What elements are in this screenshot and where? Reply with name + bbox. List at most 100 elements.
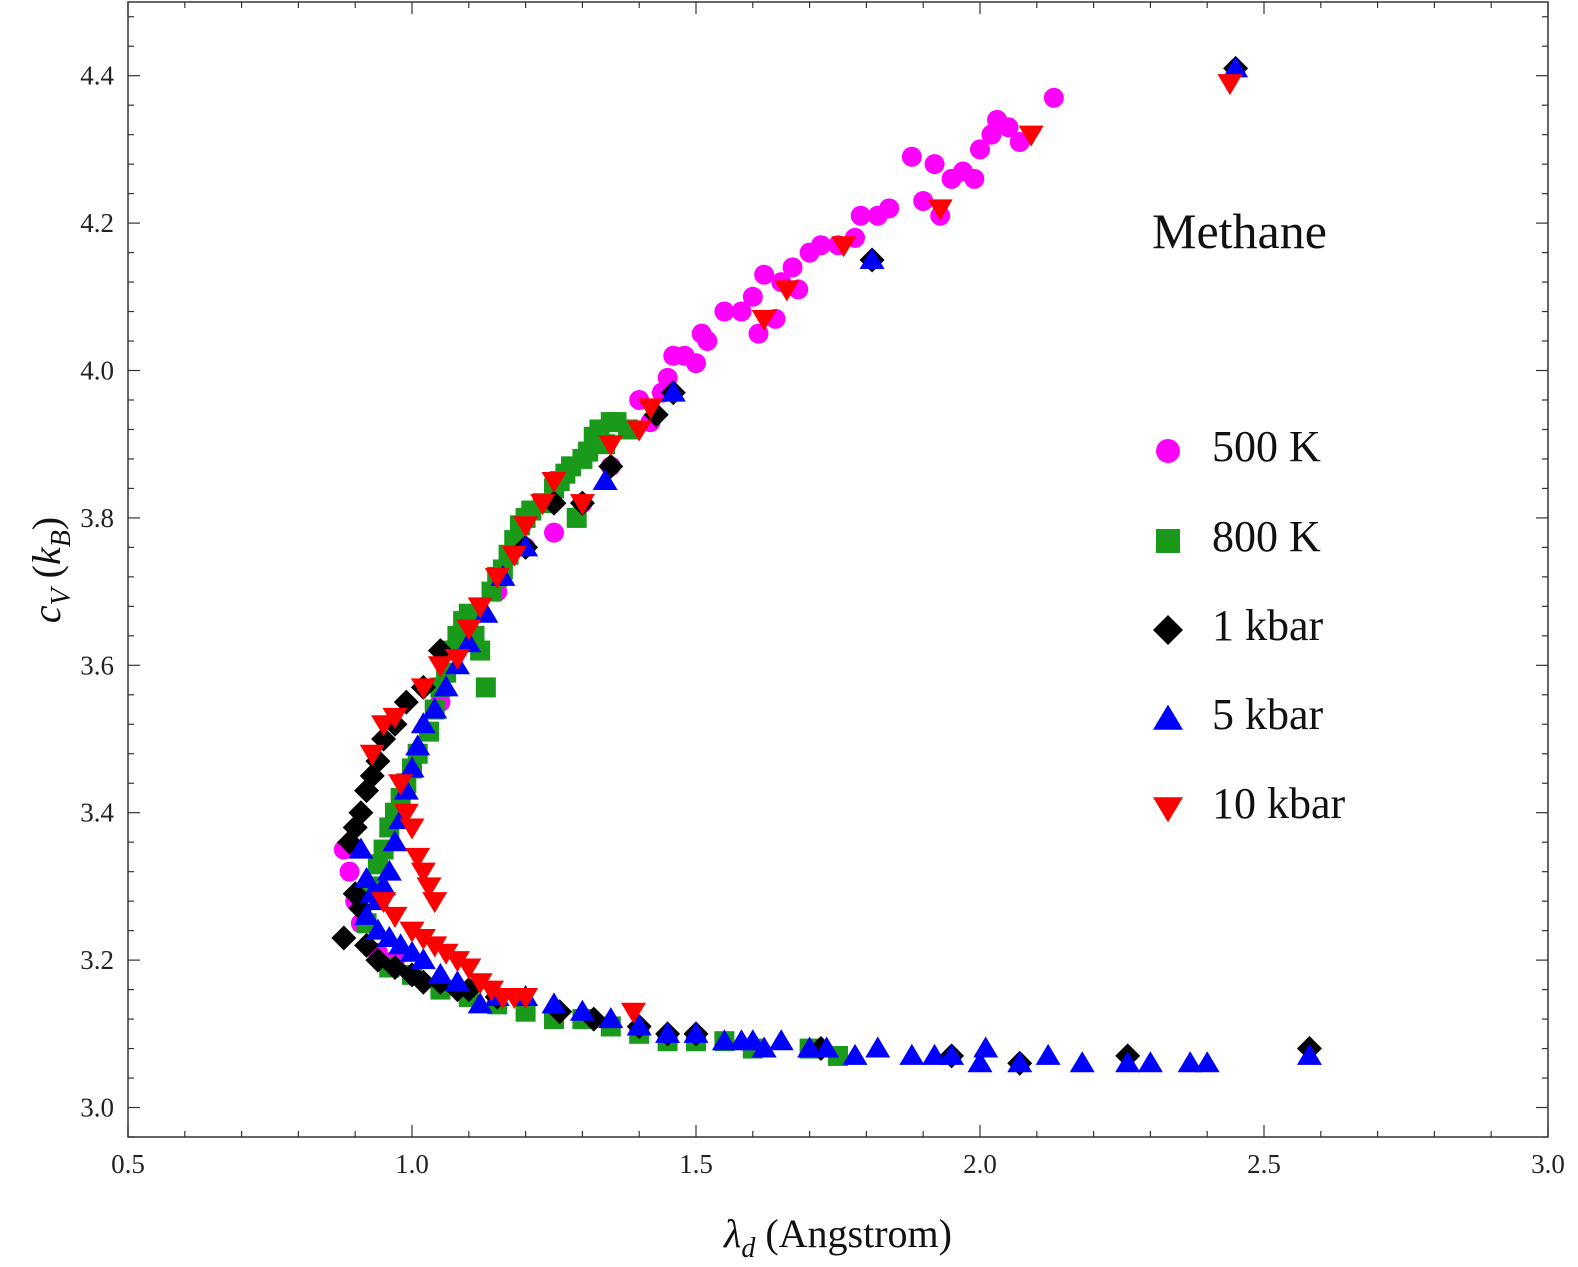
legend-marker [1153,704,1183,730]
legend-label: 1 kbar [1212,601,1324,650]
legend-marker [1156,529,1180,553]
data-point [444,970,470,992]
axis-ticks [127,2,1549,1138]
data-point [797,1036,823,1058]
data-point [850,205,871,226]
data-point [405,847,431,869]
data-point [530,494,556,516]
series-10-kbar [359,74,1243,1024]
data-point [1035,1043,1061,1065]
data-point [399,818,425,840]
data-point [1069,1051,1095,1073]
data-point [444,951,470,973]
data-point [479,980,505,1002]
y-tick-label: 3.2 [80,945,114,975]
data-point [354,903,380,925]
data-point [626,1014,652,1036]
data-point [973,1036,999,1058]
data-point [751,1036,777,1058]
data-point [371,892,397,914]
y-tick-label: 3.0 [80,1093,114,1123]
data-point [365,918,391,940]
data-point [598,435,624,457]
data-point [456,958,482,980]
data-point [711,1029,737,1051]
data-point [683,1021,709,1043]
tick-labels: 0.5 1.0 1.5 2.0 2.5 3.0 3.0 3.2 3.4 3.6 3.8 4.0 4.2 4… [80,61,1565,1179]
data-point [541,992,567,1014]
data-point [410,678,436,700]
plot-frame [127,1,1549,1138]
data-point [899,1043,925,1065]
data-point [544,522,564,543]
data-point [939,1043,965,1065]
y-tick-label: 4.0 [80,356,114,386]
legend: 500 K 800 K 1 kbar 5 kbar 10 kbar [1153,422,1346,828]
data-point [924,154,945,175]
data-point [621,1002,647,1024]
data-point [967,1051,993,1073]
legend-label: 500 K [1212,422,1321,471]
data-point [339,861,360,882]
data-point [541,472,567,494]
data-point [1177,1051,1203,1073]
data-point [382,707,408,729]
data-point [1009,132,1030,153]
data-point [410,712,436,734]
y-tick-label: 4.4 [80,61,114,91]
data-point [686,353,706,374]
data-point [422,936,448,958]
y-tick-label: 3.4 [80,798,114,828]
data-point [456,619,482,641]
data-point [475,677,496,698]
data-point [405,734,431,756]
data-point [927,199,953,221]
data-point [388,933,414,955]
data-point [433,943,459,965]
data-point [814,1036,840,1058]
data-point [371,715,397,737]
data-point [410,969,436,995]
data-point [626,420,652,442]
data-point [1223,56,1249,78]
data-point [964,168,985,189]
data-point [831,236,857,258]
data-point [1007,1051,1033,1073]
data-point [422,697,448,719]
data-point [410,929,436,951]
data-point [444,648,470,670]
data-point [913,190,934,211]
data-point [751,309,777,331]
data-point [1194,1051,1220,1073]
data-point [865,1036,891,1058]
data-point [655,1021,681,1043]
data-point [427,656,453,678]
data-point [1296,1043,1322,1065]
data-point [714,301,735,322]
data-point [922,1043,948,1065]
data-point [569,999,595,1021]
data-point [513,516,539,538]
data-point [774,280,800,302]
data-point [768,1029,794,1051]
data-point [399,921,425,943]
x-tick-label: 3.0 [1531,1149,1565,1179]
data-point [970,139,990,160]
data-point [467,597,493,619]
x-tick-label: 1.5 [679,1149,713,1179]
data-point [348,837,374,859]
data-point [1115,1051,1141,1073]
data-point [1018,125,1044,147]
data-point [740,1029,766,1051]
legend-marker [1153,615,1183,645]
x-tick-label: 1.0 [395,1149,429,1179]
x-tick-label: 0.5 [111,1149,145,1179]
data-point [393,778,419,800]
x-axis-title: λd (Angstrom) [723,1211,952,1264]
legend-marker [1156,439,1180,463]
data-point [467,973,493,995]
data-point [473,601,499,623]
series-5-kbar [348,56,1322,1073]
data-point [782,257,803,278]
legend-marker [1153,797,1183,823]
